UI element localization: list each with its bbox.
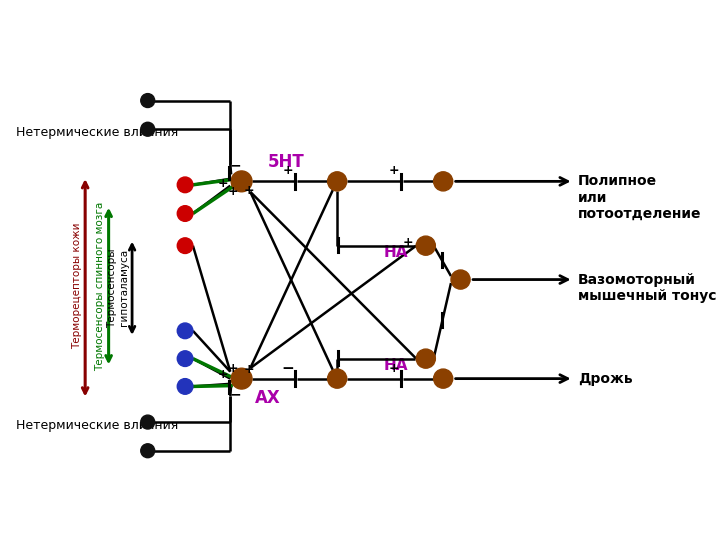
Text: Вазомоторный
мышечный тонус: Вазомоторный мышечный тонус [578,273,716,303]
Circle shape [141,415,155,429]
Circle shape [328,369,347,388]
Text: +: + [228,362,238,375]
Text: +: + [243,363,254,376]
Text: −: − [230,159,241,173]
Text: Нетермические влияния: Нетермические влияния [16,126,178,139]
Text: Термосенсоры
гипоталамуса: Термосенсоры гипоталамуса [107,248,129,328]
Circle shape [433,172,453,191]
Text: +: + [403,235,414,249]
Circle shape [177,379,193,394]
Circle shape [433,369,453,388]
Circle shape [451,270,470,289]
Text: −: − [282,361,294,376]
Circle shape [177,177,193,193]
Circle shape [141,444,155,458]
Circle shape [416,349,436,368]
Text: +: + [217,368,228,381]
Circle shape [141,93,155,107]
Text: +: + [228,185,238,198]
Circle shape [328,172,347,191]
Text: +: + [217,178,228,191]
Circle shape [177,238,193,253]
Text: Термосенсоры спинного мозга: Термосенсоры спинного мозга [95,201,105,370]
Circle shape [231,171,252,192]
Text: +: + [282,165,293,178]
Text: 5НТ: 5НТ [268,153,305,171]
Text: +: + [388,362,399,375]
Circle shape [416,236,436,255]
Text: НА: НА [384,358,408,373]
Circle shape [231,368,252,389]
Circle shape [141,122,155,136]
Text: АХ: АХ [255,389,280,407]
Text: −: − [230,387,241,401]
Text: Полипное
или
потоотделение: Полипное или потоотделение [578,174,701,221]
Text: НА: НА [384,245,408,260]
Text: +: + [243,184,254,197]
Text: +: + [388,165,399,178]
Circle shape [177,351,193,367]
Text: Терморецепторы кожи: Терморецепторы кожи [72,222,81,349]
Text: Нетермические влияния: Нетермические влияния [16,419,178,432]
Circle shape [177,323,193,339]
Text: Дрожь: Дрожь [578,372,632,386]
Circle shape [177,206,193,221]
